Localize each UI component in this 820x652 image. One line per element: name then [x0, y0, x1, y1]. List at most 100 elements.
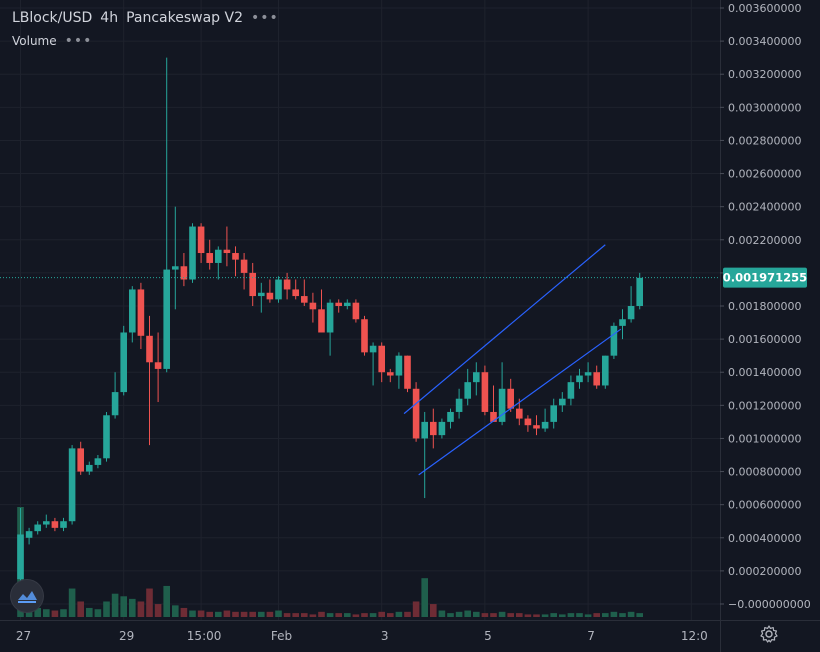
volume-bar [301, 613, 308, 617]
volume-bar [627, 611, 635, 617]
volume-bar [619, 613, 626, 617]
candle-body [163, 269, 170, 369]
candle-body [120, 332, 127, 393]
gear-icon[interactable] [759, 624, 779, 644]
volume-bar [498, 611, 506, 617]
candle-body [180, 266, 188, 280]
volume-legend-row[interactable]: Volume ••• [12, 31, 279, 51]
more-dots-icon[interactable]: ••• [251, 10, 279, 26]
volume-more-dots-icon[interactable]: ••• [64, 33, 93, 49]
candle-body [129, 289, 136, 333]
candle-body [206, 253, 213, 263]
y-tick-label: 0.000400000 [728, 532, 801, 545]
candle-body [619, 319, 626, 326]
y-tick-label: 0.001200000 [728, 399, 801, 412]
volume-bar [86, 607, 93, 617]
volume-bar [473, 611, 480, 617]
volume-bar [481, 613, 489, 617]
x-tick-label: 15:00 [187, 629, 222, 643]
volume-bar [258, 611, 265, 617]
candle-body [378, 345, 385, 373]
candle-body [103, 415, 110, 459]
y-tick-label: 0.003200000 [728, 68, 801, 81]
tradingview-logo-icon[interactable] [11, 580, 43, 612]
volume-bar [636, 613, 643, 617]
volume-bar [163, 585, 170, 617]
y-tick-label: 0.001400000 [728, 366, 801, 379]
volume-bar [516, 613, 523, 617]
candle-body [507, 388, 514, 409]
candle-body [541, 421, 549, 429]
volume-bar [120, 596, 127, 617]
x-tick-label: 5 [484, 629, 492, 643]
candle-body [17, 534, 24, 580]
candle-body [567, 382, 575, 399]
y-tick-label: 0.003000000 [728, 101, 801, 114]
volume-bar [309, 614, 317, 617]
candle-body [249, 272, 256, 297]
volume-bar [232, 611, 239, 617]
candle-body [576, 375, 583, 383]
candle-body [301, 296, 308, 303]
candle-body [258, 292, 265, 297]
candle-body [430, 421, 437, 436]
y-tick-label: −0.000000000 [728, 598, 811, 611]
volume-bar [146, 588, 153, 617]
candle-body [490, 411, 497, 422]
symbol-legend-row[interactable]: LBlock/USD 4h Pancakeswap V2 ••• [12, 8, 279, 28]
candle-body [43, 521, 50, 525]
candle-body [283, 279, 291, 290]
volume-bar [223, 610, 231, 617]
volume-bar [584, 614, 592, 617]
candle-body [361, 319, 368, 353]
candle-body [464, 382, 471, 399]
volume-bar [68, 588, 76, 617]
volume-bar [412, 601, 420, 617]
candle-body [455, 398, 463, 412]
candle-body [266, 292, 274, 300]
volume-label[interactable]: Volume [12, 34, 57, 48]
candle-body [215, 249, 222, 263]
y-tick-label: 0.002200000 [728, 234, 801, 247]
volume-bar [490, 613, 497, 617]
volume-bar [137, 601, 145, 617]
volume-bar [430, 604, 437, 617]
y-tick-label: 0.000800000 [728, 466, 801, 479]
volume-bar [51, 610, 59, 617]
symbol-label[interactable]: LBlock/USD [12, 10, 93, 26]
volume-bar [111, 593, 119, 617]
candle-body [292, 289, 299, 297]
candle-body [318, 309, 325, 333]
volume-bar [206, 611, 213, 617]
interval-label[interactable]: 4h [100, 10, 119, 26]
candle-body [77, 448, 84, 472]
volume-bar [404, 611, 411, 617]
volume-bar [378, 611, 385, 617]
x-tick-label: 27 [16, 629, 31, 643]
x-tick-label: 3 [381, 629, 389, 643]
volume-bar [550, 613, 557, 617]
candle-body [172, 266, 179, 270]
y-tick-label: 0.002600000 [728, 168, 801, 181]
candle-body [60, 521, 67, 528]
candle-body [352, 302, 360, 320]
volume-bar [344, 613, 351, 617]
exchange-label[interactable]: Pancakeswap V2 [126, 10, 243, 26]
candle-body [25, 531, 33, 538]
candle-body [481, 372, 489, 412]
y-tick-label: 0.002800000 [728, 134, 801, 147]
volume-bar [464, 610, 471, 617]
x-tick-label: Feb [271, 629, 292, 643]
volume-bar [576, 613, 583, 617]
volume-bar [326, 613, 334, 617]
channel-trendline [418, 328, 622, 476]
candle-body [524, 418, 532, 426]
volume-bar [395, 611, 403, 617]
candle-body [627, 306, 635, 320]
candle-body [189, 226, 196, 280]
candle-body [154, 362, 162, 369]
y-tick-label: 0.000600000 [728, 499, 801, 512]
candle-body [584, 372, 592, 376]
